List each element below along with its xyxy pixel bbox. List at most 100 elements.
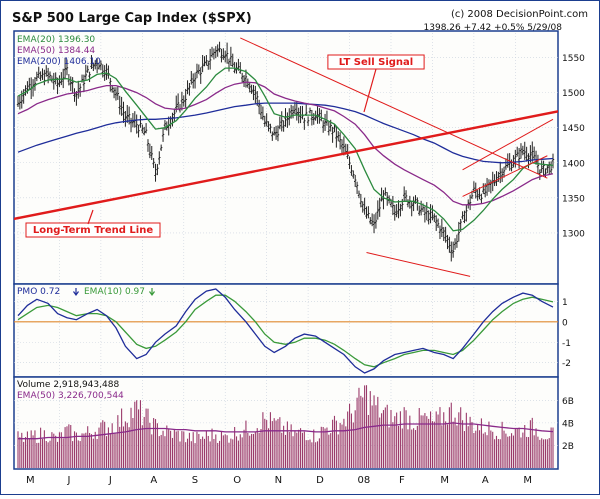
- price-bar: [88, 71, 91, 83]
- price-bar: [546, 164, 549, 174]
- ema20-line: [17, 67, 554, 232]
- price-bar: [395, 204, 398, 218]
- price-bar: [455, 234, 459, 248]
- price-bar: [321, 120, 325, 133]
- pmo-y-tick-label: -2: [562, 359, 571, 369]
- price-bar: [254, 85, 257, 104]
- pmo-down-arrow-icon: [73, 288, 79, 297]
- price-bar: [120, 96, 123, 116]
- axis-layer: M J J A S O N D 08 F M A M 1300 1350 1400 1450 1500 1550 -2…: [26, 54, 585, 486]
- price-bar: [218, 41, 221, 53]
- price-legend-entry: EMA(200) 1406.10: [17, 57, 101, 67]
- lt-sell-signal-annotation: LT Sell Signal: [327, 54, 425, 70]
- price-bar: [272, 126, 276, 136]
- price-bar: [497, 171, 500, 182]
- price-bar: [58, 75, 61, 87]
- price-bar: [355, 181, 359, 194]
- price-bar: [176, 93, 180, 110]
- channel-lower-line: [462, 155, 548, 197]
- price-bar: [352, 170, 355, 179]
- price-y-tick-label: 1500: [562, 89, 585, 99]
- chart-title: S&P 500 Large Cap Index ($SPX): [12, 11, 252, 26]
- price-bar: [340, 139, 344, 155]
- price-bar: [512, 155, 515, 168]
- price-bar: [56, 77, 59, 95]
- price-bar: [186, 80, 189, 95]
- price-bar: [444, 226, 447, 243]
- price-bar: [457, 221, 461, 242]
- price-bar: [412, 196, 415, 212]
- price-bar: [159, 144, 163, 151]
- price-bar: [250, 84, 253, 94]
- price-bar: [154, 163, 157, 182]
- price-bar: [97, 62, 101, 70]
- price-bar: [267, 121, 270, 132]
- price-bar: [393, 204, 396, 221]
- price-bar: [542, 160, 545, 176]
- price-bar: [499, 161, 502, 184]
- price-bar: [214, 46, 217, 59]
- price-bar: [425, 202, 428, 221]
- price-bar: [276, 125, 280, 142]
- month-tick-label: O: [233, 475, 241, 486]
- price-bar: [92, 62, 95, 72]
- price-bar: [116, 86, 120, 100]
- price-y-tick-label: 1350: [562, 194, 585, 204]
- trend-line-annotation-box: [25, 222, 161, 238]
- price-bar: [451, 241, 455, 258]
- price-bar: [114, 87, 118, 101]
- month-tick-label: A: [150, 475, 157, 486]
- quote-text: 1398.26 +7.42 +0.5% 5/29/08: [424, 23, 563, 33]
- price-bar: [95, 58, 99, 74]
- price-bar: [442, 227, 445, 242]
- trend-line-annotation: Long-Term Trend Line: [25, 222, 161, 238]
- month-tick-label: M: [440, 475, 449, 486]
- price-bar: [173, 108, 176, 122]
- price-bar: [418, 205, 421, 216]
- price-bar: [427, 210, 430, 225]
- price-bar: [105, 63, 108, 80]
- price-bar: [199, 67, 202, 84]
- price-bar: [191, 73, 195, 89]
- price-bar: [261, 106, 265, 121]
- price-bar: [335, 126, 338, 148]
- price-bar: [391, 195, 395, 216]
- price-bar: [433, 213, 436, 223]
- price-bar: [109, 77, 112, 92]
- price-bar: [523, 141, 526, 160]
- price-bar: [348, 156, 351, 170]
- price-bar: [363, 197, 366, 215]
- volume-ema50-line: [18, 422, 554, 440]
- price-bar: [278, 116, 282, 130]
- price-bar: [33, 76, 37, 91]
- price-bar: [374, 212, 378, 229]
- price-bar: [39, 71, 42, 82]
- pmo-ema-down-arrow-icon: [149, 288, 155, 297]
- price-bar: [242, 75, 246, 88]
- volume-y-tick-label: 4B: [562, 419, 574, 429]
- price-bar: [269, 123, 272, 134]
- price-bar: [45, 65, 48, 77]
- volume-y-tick-label: 2B: [562, 442, 574, 452]
- price-bar: [357, 190, 361, 199]
- price-bar: [502, 166, 506, 178]
- price-bar: [305, 104, 308, 116]
- price-bar: [37, 66, 40, 79]
- price-y-tick-label: 1450: [562, 124, 585, 134]
- price-bar: [500, 168, 504, 182]
- price-bar: [337, 131, 340, 142]
- month-tick-label: A: [482, 475, 489, 486]
- price-bar: [525, 146, 528, 162]
- price-bar: [367, 206, 370, 219]
- price-bar: [137, 124, 140, 138]
- price-bar: [549, 161, 553, 175]
- price-bar: [384, 187, 387, 196]
- pmo-y-tick-label: 1: [562, 298, 568, 308]
- price-bar: [540, 160, 543, 173]
- price-bar: [529, 145, 532, 163]
- price-bar: [516, 146, 519, 157]
- price-legend-entry: EMA(50) 1384.44: [17, 46, 95, 56]
- price-bar: [84, 64, 88, 80]
- lt-sell-signal-annotation-label: LT Sell Signal: [339, 57, 413, 68]
